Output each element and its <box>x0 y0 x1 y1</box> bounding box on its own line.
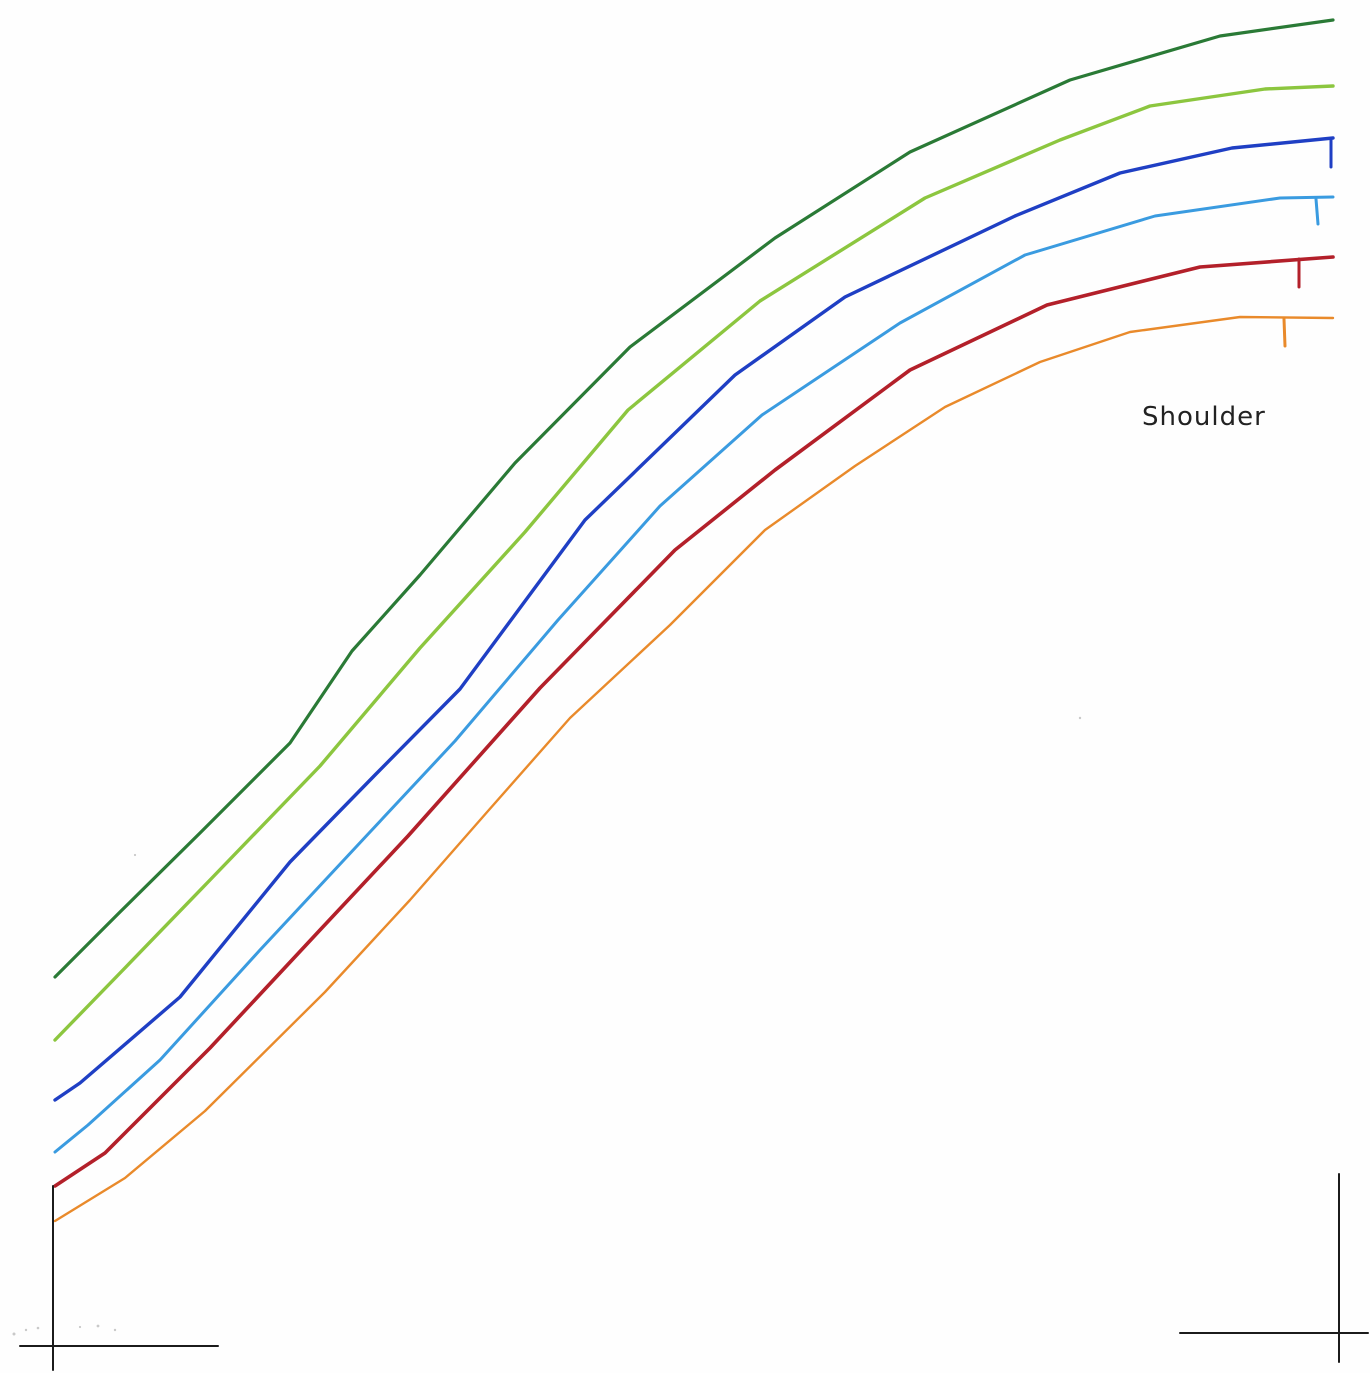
corner-marks <box>19 1173 1369 1371</box>
shoulder-label: Shoulder <box>1142 402 1266 432</box>
curve-dark-green <box>53 18 1335 979</box>
curve-blue <box>53 136 1335 1102</box>
curve-light-blue <box>53 195 1335 1154</box>
tick-orange <box>1282 317 1287 348</box>
curve-group <box>53 18 1335 1223</box>
curve-orange <box>53 315 1335 1223</box>
tick-light-blue <box>1314 197 1320 226</box>
curve-red <box>53 255 1335 1188</box>
curve-light-green <box>53 84 1335 1042</box>
end-ticks <box>1282 138 1333 348</box>
paper-specks <box>12 716 1082 1336</box>
